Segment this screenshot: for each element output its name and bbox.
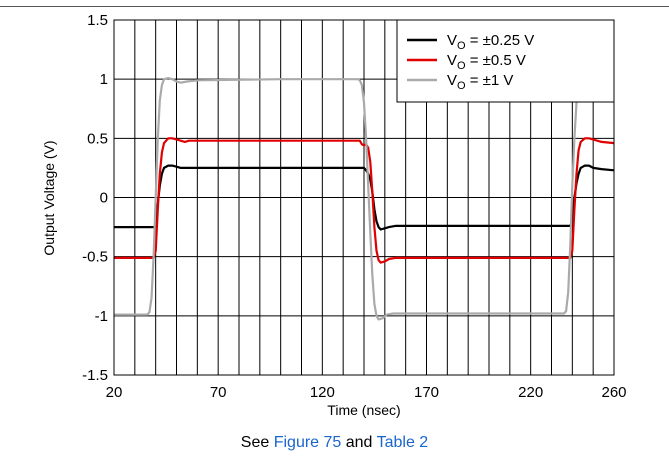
y-tick-label: -1.5 (82, 367, 108, 384)
caption-prefix: See (241, 434, 274, 451)
y-tick-label: -1 (95, 308, 108, 325)
x-tick-label: 120 (310, 384, 335, 401)
x-tick-label: 70 (210, 384, 227, 401)
caption-middle: and (341, 434, 376, 451)
chart: 20 70 120 170 220 260 -1.5 -1 -0.5 0 0.5 1 1.5 VO = … (0, 0, 669, 430)
x-tick-label: 20 (106, 384, 123, 401)
x-tick-label: 260 (601, 384, 626, 401)
y-axis-label: Output Voltage (V) (41, 140, 57, 255)
y-tick-label: 1.5 (87, 12, 108, 29)
x-tick-label: 170 (414, 384, 439, 401)
y-tick-label: 0.5 (87, 130, 108, 147)
y-tick-label: -0.5 (82, 249, 108, 266)
y-tick-label: 1 (100, 71, 108, 88)
figure-caption: See Figure 75 and Table 2 (0, 434, 669, 452)
legend: VO = ±0.25 VVO = ±0.5 VVO = ±1 V (397, 20, 614, 102)
x-tick-label: 220 (518, 384, 543, 401)
figure-75-link[interactable]: Figure 75 (274, 434, 342, 451)
table-2-link[interactable]: Table 2 (377, 434, 429, 451)
x-axis-label: Time (nsec) (327, 402, 400, 418)
y-tick-label: 0 (100, 190, 108, 207)
